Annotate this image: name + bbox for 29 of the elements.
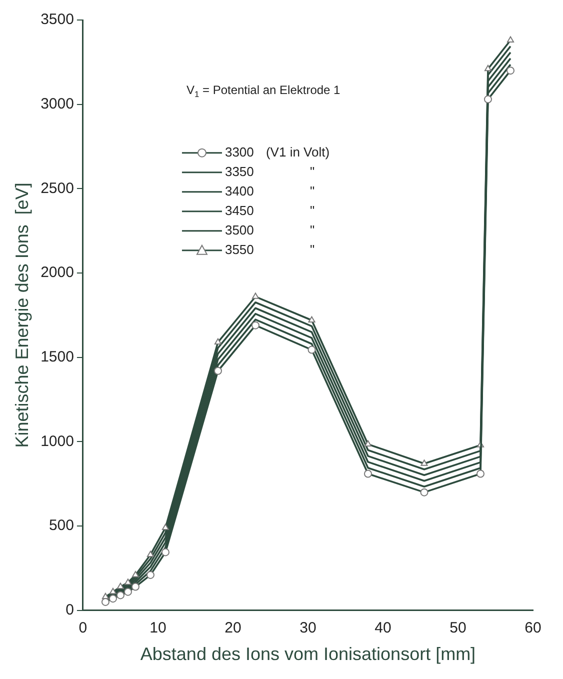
y-tick-label: 1000 (40, 432, 74, 450)
annotation: " (310, 164, 315, 179)
legend-label: 3550 (224, 242, 254, 257)
x-tick-label: 60 (524, 620, 542, 637)
x-tick-label: 30 (300, 620, 316, 637)
y-axis-title: Kinetische Energie des Ions [eV] (12, 182, 32, 448)
y-tick-label: 3500 (40, 11, 74, 28)
x-axis-title: Abstand des Ions vom Ionisationsort [mm] (140, 644, 476, 664)
y-tick-label: 2000 (40, 264, 74, 282)
annotation: " (310, 202, 315, 218)
x-tick-label: 50 (450, 620, 466, 637)
annotation: " (310, 183, 315, 198)
legend-label: 3400 (224, 183, 254, 198)
legend-label: 3450 (224, 202, 254, 218)
legend-label: 3350 (224, 164, 254, 179)
y-tick-label: 3000 (40, 95, 74, 112)
y-tick-label: 2500 (40, 180, 74, 197)
x-tick-label: 20 (224, 620, 242, 637)
annotation: " (310, 222, 315, 238)
y-tick-label: 0 (66, 602, 74, 619)
annotation: " (310, 242, 315, 257)
y-tick-label: 500 (48, 517, 74, 534)
x-tick-label: 0 (78, 620, 88, 637)
y-tick-label: 1500 (40, 348, 74, 366)
legend-label: 3300 (224, 144, 254, 160)
x-tick-label: 40 (374, 620, 392, 637)
legend-label: 3500 (224, 222, 254, 238)
x-tick-label: 10 (150, 620, 166, 637)
annotation: (V1 in Volt) (266, 144, 330, 160)
